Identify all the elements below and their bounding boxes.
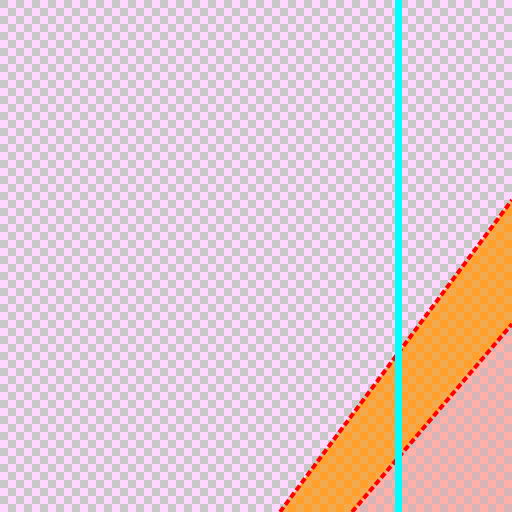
band-lower-edge-line [350,322,512,512]
vertical-guide-line[interactable] [395,0,402,512]
